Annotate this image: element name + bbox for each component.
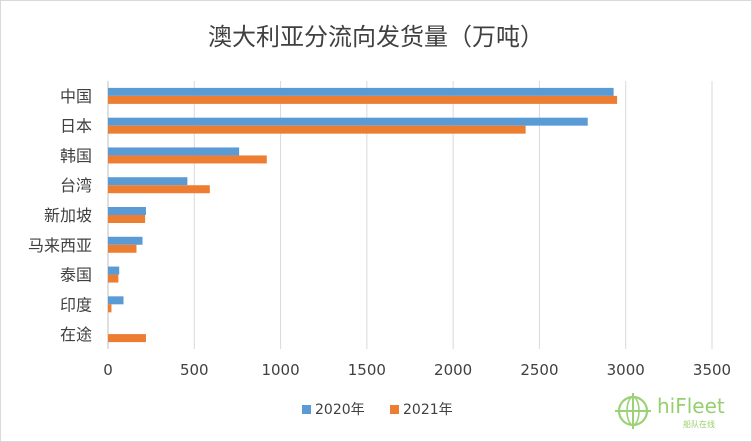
x-tick-label: 0 <box>103 361 113 379</box>
hifleet-logo: hiFleet 船队在线 <box>615 393 725 429</box>
bar-series2 <box>108 304 112 313</box>
brand-name: hiFleet <box>657 394 725 418</box>
category-label: 泰国 <box>60 266 92 285</box>
legend-swatch <box>302 405 311 414</box>
x-tick-label: 3500 <box>693 361 731 379</box>
legend-label: 2020年 <box>315 402 365 418</box>
category-label: 韩国 <box>60 146 92 165</box>
legend-label: 2021年 <box>403 402 453 418</box>
category-label: 日本 <box>60 117 92 136</box>
x-tick-labels: 0 500 1000 1500 2000 2500 3000 3500 <box>103 361 731 379</box>
bar-series1 <box>108 296 124 305</box>
bar-series2 <box>108 334 146 343</box>
category-label: 中国 <box>60 87 92 106</box>
bar-series2 <box>108 215 146 223</box>
bar-series1 <box>108 266 120 275</box>
category-label: 印度 <box>60 295 92 314</box>
x-tick-label: 3000 <box>607 361 645 379</box>
bars <box>108 87 618 343</box>
bar-series2 <box>108 185 210 194</box>
bar-series1 <box>108 177 188 186</box>
chart-title: 澳大利亚分流向发货量（万吨） <box>208 23 544 51</box>
globe-icon <box>615 393 651 429</box>
x-tick-label: 2000 <box>434 361 472 379</box>
legend-swatch <box>390 405 399 414</box>
category-label: 台湾 <box>60 176 92 195</box>
category-label: 马来西亚 <box>28 236 92 255</box>
x-tick-label: 1500 <box>348 361 386 379</box>
bar-series1 <box>108 117 588 126</box>
bar-series1 <box>108 207 146 215</box>
bar-series2 <box>108 244 137 253</box>
bar-series2 <box>108 274 119 283</box>
x-tick-label: 2500 <box>520 361 558 379</box>
bar-series1 <box>108 87 614 96</box>
x-tick-label: 500 <box>180 361 209 379</box>
brand-tagline: 船队在线 <box>683 419 715 429</box>
category-label: 在途 <box>60 325 92 344</box>
bar-series2 <box>108 125 526 134</box>
bar-series1 <box>108 147 240 156</box>
category-label: 新加坡 <box>44 206 92 225</box>
x-tick-label: 1000 <box>261 361 299 379</box>
bar-series2 <box>108 95 618 104</box>
bar-series1 <box>108 236 143 245</box>
legend: 2020年 2021年 <box>302 402 453 418</box>
bar-series2 <box>108 155 267 164</box>
